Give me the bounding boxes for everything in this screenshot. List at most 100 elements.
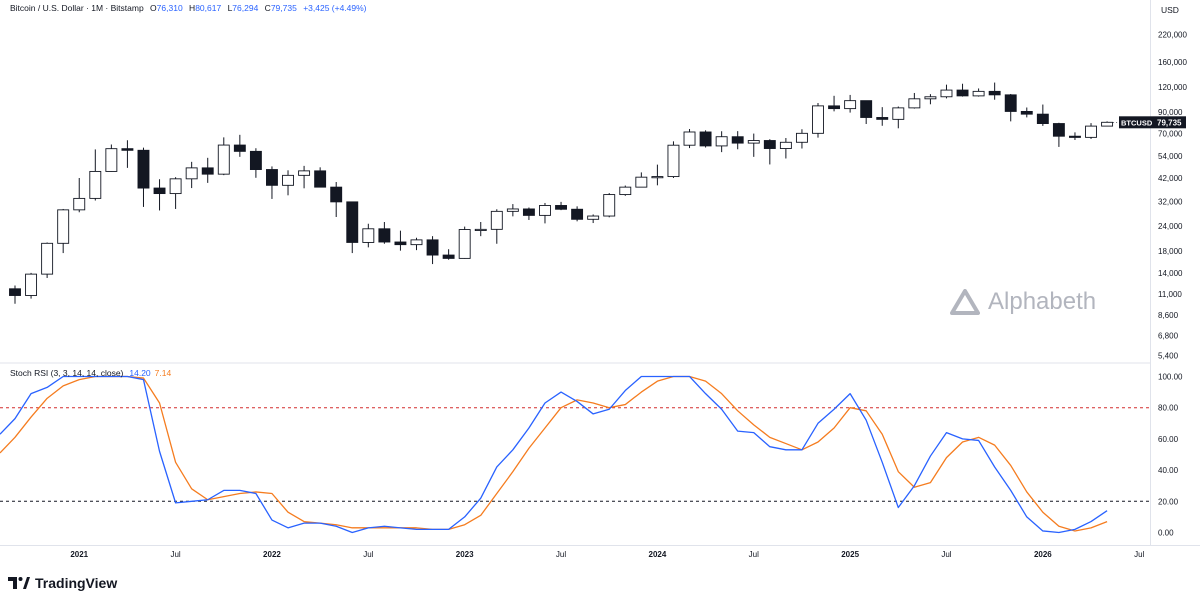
candle-body[interactable] xyxy=(490,210,503,230)
candle-body[interactable] xyxy=(394,241,407,246)
stoch-rsi-d-line[interactable] xyxy=(0,375,1108,532)
candle-body[interactable] xyxy=(940,89,953,98)
price-tick-label: 160,000 xyxy=(1158,58,1187,67)
tradingview-logo[interactable]: TradingView xyxy=(8,575,117,591)
candle-body[interactable] xyxy=(89,170,102,199)
price-tick-label: 70,000 xyxy=(1158,130,1183,139)
candle-body[interactable] xyxy=(41,242,54,275)
last-price-label: 79,735 xyxy=(1157,118,1182,127)
candle-body[interactable] xyxy=(924,96,937,100)
close-label: C xyxy=(264,3,271,13)
time-tick-label: 2024 xyxy=(649,550,667,559)
candle-body[interactable] xyxy=(9,288,21,296)
price-tick-label: 11,000 xyxy=(1158,290,1182,299)
candle-body[interactable] xyxy=(1069,135,1081,138)
candle-body[interactable] xyxy=(169,178,182,195)
candle-body[interactable] xyxy=(876,117,889,120)
time-tick-label: Jul xyxy=(749,550,759,559)
candle-body[interactable] xyxy=(1052,123,1065,137)
candle-body[interactable] xyxy=(571,208,584,220)
symbol-tag-label: BTCUSD xyxy=(1121,118,1153,127)
candle-body[interactable] xyxy=(522,208,535,216)
candle-body[interactable] xyxy=(330,186,343,203)
candle-body[interactable] xyxy=(956,89,969,97)
candle-body[interactable] xyxy=(828,105,841,110)
candle-body[interactable] xyxy=(410,239,423,246)
price-tick-label: 42,000 xyxy=(1158,174,1183,183)
candle-body[interactable] xyxy=(972,90,985,97)
candle-body[interactable] xyxy=(747,140,760,144)
candle-body[interactable] xyxy=(201,167,214,175)
oscillator-tick-label: 60.00 xyxy=(1158,435,1179,444)
candle-body[interactable] xyxy=(346,201,359,243)
candle-body[interactable] xyxy=(362,228,375,243)
candle-body[interactable] xyxy=(603,194,616,217)
tradingview-icon xyxy=(8,577,30,589)
candle-body[interactable] xyxy=(539,205,551,216)
candle-body[interactable] xyxy=(233,144,246,152)
candle-body[interactable] xyxy=(506,208,519,212)
candle-body[interactable] xyxy=(1085,125,1097,138)
candle-body[interactable] xyxy=(892,107,905,120)
candle-body[interactable] xyxy=(1101,121,1114,127)
candle-body[interactable] xyxy=(217,144,230,175)
time-tick-label: Jul xyxy=(170,550,180,559)
candle-body[interactable] xyxy=(844,100,857,110)
candle-body[interactable] xyxy=(1020,110,1033,115)
oscillator-tick-label: 80.00 xyxy=(1158,404,1179,413)
candle-body[interactable] xyxy=(137,149,150,189)
price-tick-label: 54,000 xyxy=(1158,152,1183,161)
candle-body[interactable] xyxy=(763,140,776,149)
symbol-description: Bitcoin / U.S. Dollar · 1M · Bitstamp xyxy=(10,3,144,13)
candle-body[interactable] xyxy=(153,187,166,195)
candle-body[interactable] xyxy=(555,205,567,210)
candle-body[interactable] xyxy=(651,176,664,179)
candle-body[interactable] xyxy=(715,136,728,147)
high-label: H xyxy=(189,3,196,13)
candle-body[interactable] xyxy=(121,148,134,151)
candle-body[interactable] xyxy=(988,90,1001,96)
candle-body[interactable] xyxy=(442,254,455,259)
candle-body[interactable] xyxy=(298,170,311,176)
candle-body[interactable] xyxy=(587,215,600,220)
stoch-rsi-k-line[interactable] xyxy=(0,375,1108,534)
candle-body[interactable] xyxy=(779,141,792,149)
candle-body[interactable] xyxy=(314,170,327,188)
candle-body[interactable] xyxy=(378,228,391,243)
candle-body[interactable] xyxy=(1036,113,1049,124)
candle-body[interactable] xyxy=(249,150,262,170)
candle-body[interactable] xyxy=(266,169,278,186)
candle-body[interactable] xyxy=(731,136,744,144)
high-value: 80,617 xyxy=(195,3,222,13)
price-tick-label: 14,000 xyxy=(1158,269,1183,278)
price-tick-label: 8,600 xyxy=(1158,311,1179,320)
price-tick-label: 32,000 xyxy=(1158,197,1183,206)
symbol-price-tag xyxy=(1119,116,1154,129)
candle-body[interactable] xyxy=(458,229,471,259)
candle-body[interactable] xyxy=(426,239,439,256)
open-label: O xyxy=(150,3,157,13)
candle-body[interactable] xyxy=(73,197,86,211)
candle-body[interactable] xyxy=(812,105,824,134)
candle-body[interactable] xyxy=(57,209,70,244)
candle-body[interactable] xyxy=(683,131,696,146)
candle-body[interactable] xyxy=(1004,94,1017,112)
candle-body[interactable] xyxy=(619,186,632,196)
candle-body[interactable] xyxy=(795,132,808,143)
candle-body[interactable] xyxy=(908,98,921,109)
candle-body[interactable] xyxy=(25,273,38,296)
candle-body[interactable] xyxy=(699,131,712,147)
candle-body[interactable] xyxy=(282,174,294,186)
candle-body[interactable] xyxy=(105,148,118,172)
time-tick-label: Jul xyxy=(363,550,373,559)
candle-body[interactable] xyxy=(667,144,680,178)
candle-body[interactable] xyxy=(860,100,873,118)
candle-body[interactable] xyxy=(474,228,487,231)
candle-body[interactable] xyxy=(635,176,648,188)
currency-unit[interactable]: USD xyxy=(1161,5,1179,15)
candle-body[interactable] xyxy=(185,167,198,180)
price-tick-label: 24,000 xyxy=(1158,222,1183,231)
indicator-header[interactable]: Stoch RSI (3, 3, 14, 14, close) 14.20 7.14 xyxy=(10,368,171,378)
